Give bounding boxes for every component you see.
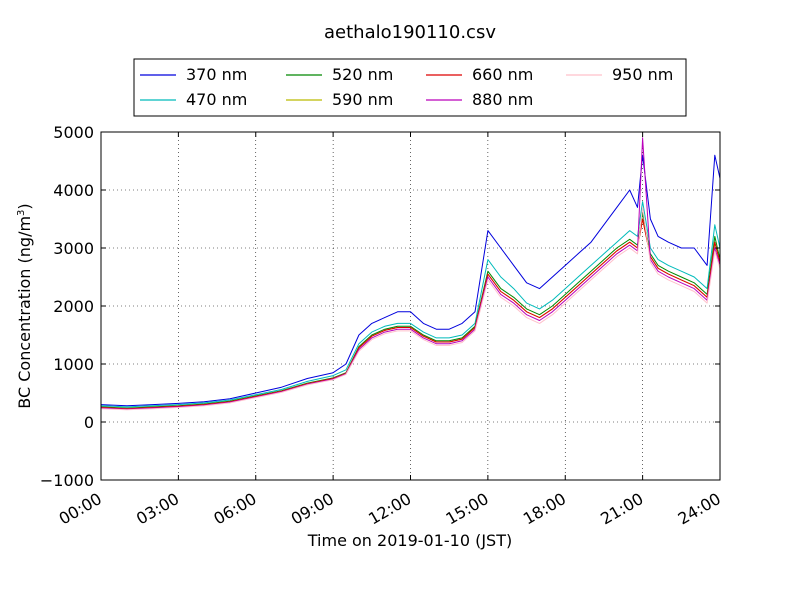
y-tick-label-1: 0 <box>84 413 94 432</box>
series-lines <box>100 137 721 411</box>
x-axis-label: Time on 2019-01-10 (JST) <box>307 531 512 550</box>
y-tick-label-4: 3000 <box>53 239 94 258</box>
legend-label-1: 470 nm <box>186 90 247 109</box>
y-tick-label-0: −1000 <box>40 471 94 490</box>
y-tick-label-5: 4000 <box>53 181 94 200</box>
legend: 370 nm 470 nm 520 nm 590 nm 660 nm 880 nm 950 … <box>133 58 687 117</box>
axis-ticks <box>100 131 721 481</box>
series-line-1 <box>100 201 721 408</box>
legend-label-6: 950 nm <box>612 65 673 84</box>
chart-title: aethalo190110.csv <box>324 22 496 43</box>
x-tick-label-2: 06:00 <box>210 489 259 529</box>
grid-lines <box>100 131 721 481</box>
x-tick-label-1: 03:00 <box>133 489 182 529</box>
x-tick-label-0: 00:00 <box>56 489 105 529</box>
series-line-2 <box>100 212 721 409</box>
x-tick-label-4: 12:00 <box>365 489 414 529</box>
legend-label-4: 660 nm <box>472 65 533 84</box>
legend-entries: 370 nm 470 nm 520 nm 590 nm 660 nm 880 nm 950 … <box>140 65 673 109</box>
series-line-0 <box>100 154 721 407</box>
series-line-6 <box>100 206 721 411</box>
x-tick-label-5: 15:00 <box>442 489 491 529</box>
legend-label-3: 590 nm <box>332 90 393 109</box>
y-tick-label-6: 5000 <box>53 123 94 142</box>
legend-label-2: 520 nm <box>332 65 393 84</box>
legend-label-5: 880 nm <box>472 90 533 109</box>
x-tick-label-6: 18:00 <box>520 489 569 529</box>
y-axis-label: BC Concentration (ng/m3) <box>15 203 34 408</box>
y-axis-label-superscript: 3 <box>16 210 27 216</box>
x-tick-labels: 00:00 03:00 06:00 09:00 12:00 15:00 18:00 21:00… <box>56 489 724 529</box>
x-tick-label-7: 21:00 <box>597 489 646 529</box>
x-tick-label-8: 24:00 <box>675 489 724 529</box>
legend-frame <box>133 58 687 117</box>
legend-label-0: 370 nm <box>186 65 247 84</box>
x-tick-label-3: 09:00 <box>288 489 337 529</box>
y-axis-label-main: BC Concentration (ng/m <box>15 216 34 409</box>
y-tick-label-3: 2000 <box>53 297 94 316</box>
y-tick-label-2: 1000 <box>53 355 94 374</box>
y-axis-label-end: ) <box>15 203 34 209</box>
y-tick-labels: −1000 0 1000 2000 3000 4000 5000 <box>40 123 94 490</box>
